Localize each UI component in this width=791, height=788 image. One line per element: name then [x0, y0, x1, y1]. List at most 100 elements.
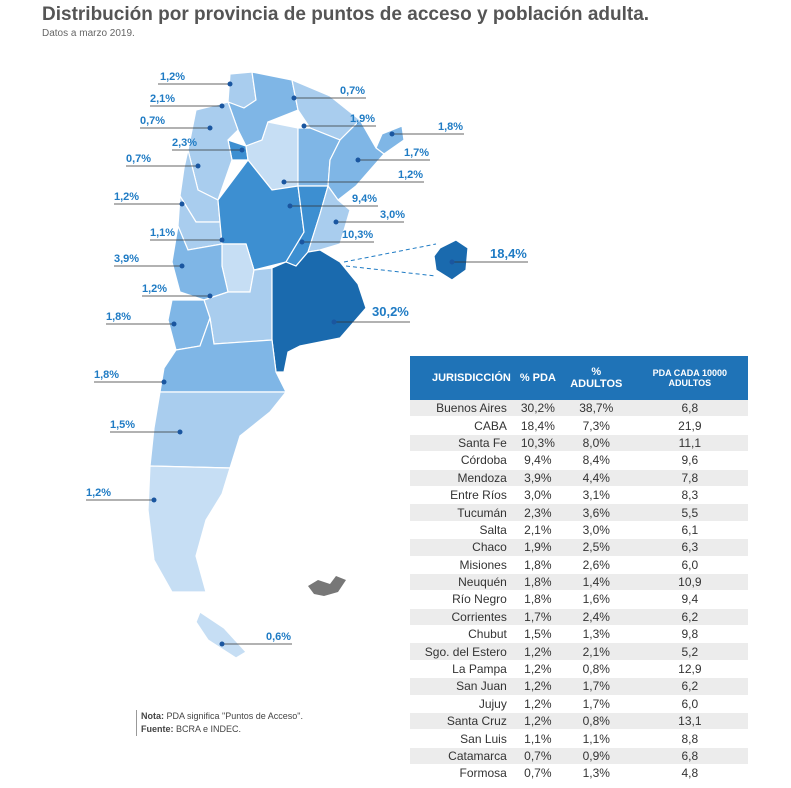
cell-pda-10000: 8,8 [631, 729, 748, 748]
label-salta: 2,1% [150, 93, 175, 105]
cell-jurisdiccion: San Luis [410, 729, 515, 748]
cell-pda-10000: 21,9 [631, 416, 748, 435]
cell-adultos: 2,4% [560, 608, 632, 627]
cell-pda-10000: 5,2 [631, 642, 748, 661]
table-row: Jujuy 1,2% 1,7% 6,0 [410, 695, 748, 714]
cell-pda: 1,7% [514, 608, 561, 627]
cell-adultos: 3,6% [560, 503, 632, 522]
table-row: La Pampa 1,2% 0,8% 12,9 [410, 660, 748, 679]
cell-jurisdiccion: Río Negro [410, 590, 515, 609]
cell-pda-10000: 6,0 [631, 556, 748, 574]
cell-pda: 1,8% [514, 590, 561, 609]
cell-adultos: 8,4% [560, 451, 632, 470]
table-row: Córdoba 9,4% 8,4% 9,6 [410, 451, 748, 470]
cell-pda-10000: 8,3 [631, 486, 748, 505]
cell-pda-10000: 9,4 [631, 590, 748, 609]
table-row: Misiones 1,8% 2,6% 6,0 [410, 556, 748, 574]
province-chubut [149, 391, 288, 469]
fuente-text: BCRA e INDEC. [173, 724, 242, 734]
cell-jurisdiccion: CABA [410, 416, 515, 435]
cell-adultos: 8,0% [560, 434, 632, 453]
province-misiones [375, 125, 405, 155]
province-rio-negro [159, 317, 287, 393]
cell-jurisdiccion: Buenos Aires [410, 400, 515, 418]
cell-pda: 10,3% [514, 434, 561, 453]
footnote: Nota: PDA significa "Puntos de Acceso". … [136, 710, 303, 736]
table-row: Sgo. del Estero 1,2% 2,1% 5,2 [410, 642, 748, 661]
cell-pda-10000: 6,8 [631, 747, 748, 766]
cell-pda-10000: 9,8 [631, 625, 748, 644]
label-caba: 18,4% [490, 246, 527, 261]
cell-pda-10000: 5,5 [631, 503, 748, 522]
cell-pda: 9,4% [514, 451, 561, 470]
nota-text: PDA significa "Puntos de Acceso". [164, 711, 303, 721]
table-row: Neuquén 1,8% 1,4% 10,9 [410, 573, 748, 592]
cell-pda: 1,2% [514, 660, 561, 679]
cell-adultos: 2,1% [560, 642, 632, 661]
label-tucuman: 2,3% [172, 137, 197, 149]
cell-adultos: 0,8% [560, 712, 632, 731]
table-row: Salta 2,1% 3,0% 6,1 [410, 521, 748, 540]
cell-adultos: 1,3% [560, 625, 632, 644]
label-san-juan: 1,2% [114, 191, 139, 203]
cell-pda-10000: 6,3 [631, 538, 748, 557]
cell-jurisdiccion: Catamarca [410, 747, 515, 766]
fuente-label: Fuente: [141, 724, 174, 734]
cell-pda: 1,5% [514, 625, 561, 644]
cell-adultos: 4,4% [560, 469, 632, 487]
cell-jurisdiccion: Formosa [410, 764, 515, 783]
col-adultos: % ADULTOS [560, 356, 632, 400]
province-tierra-del-fuego [195, 611, 247, 659]
table-row: Formosa 0,7% 1,3% 4,8 [410, 764, 748, 783]
province-buenos-aires [271, 249, 367, 373]
table-row: Chaco 1,9% 2,5% 6,3 [410, 538, 748, 557]
cell-jurisdiccion: Córdoba [410, 451, 515, 470]
table-header-row: JURISDICCIÓN % PDA % ADULTOS PDA CADA 10… [410, 356, 748, 400]
col-pda: % PDA [514, 356, 561, 400]
col-jurisdiccion: JURISDICCIÓN [410, 356, 515, 400]
cell-pda-10000: 4,8 [631, 764, 748, 783]
table-row: San Luis 1,1% 1,1% 8,8 [410, 729, 748, 748]
cell-adultos: 1,6% [560, 590, 632, 609]
cell-adultos: 1,7% [560, 695, 632, 714]
cell-adultos: 1,1% [560, 729, 632, 748]
cell-jurisdiccion: Neuquén [410, 573, 515, 592]
cell-adultos: 1,3% [560, 764, 632, 783]
label-la-pampa: 1,2% [142, 283, 167, 295]
cell-pda-10000: 6,1 [631, 521, 748, 540]
cell-pda: 30,2% [514, 400, 561, 418]
label-mendoza: 3,9% [114, 253, 139, 265]
cell-pda: 2,3% [514, 503, 561, 522]
label-entre-rios: 3,0% [380, 209, 405, 221]
cell-jurisdiccion: Mendoza [410, 469, 515, 487]
table-row: Mendoza 3,9% 4,4% 7,8 [410, 469, 748, 487]
cell-jurisdiccion: Jujuy [410, 695, 515, 714]
cell-jurisdiccion: Sgo. del Estero [410, 642, 515, 661]
cell-pda-10000: 6,0 [631, 695, 748, 714]
table-row: Buenos Aires 30,2% 38,7% 6,8 [410, 400, 748, 418]
cell-adultos: 38,7% [560, 400, 632, 418]
cell-adultos: 2,6% [560, 556, 632, 574]
col-pda-cada-10000: PDA CADA 10000 ADULTOS [631, 356, 748, 400]
cell-adultos: 1,7% [560, 677, 632, 696]
table-row: CABA 18,4% 7,3% 21,9 [410, 416, 748, 435]
label-tierra-del-fuego: 0,6% [266, 631, 291, 643]
cell-jurisdiccion: Santa Cruz [410, 712, 515, 731]
cell-adultos: 0,9% [560, 747, 632, 766]
cell-jurisdiccion: Entre Ríos [410, 486, 515, 505]
page-title: Distribución por provincia de puntos de … [42, 4, 650, 25]
cell-pda: 1,8% [514, 556, 561, 574]
table-row: San Juan 1,2% 1,7% 6,2 [410, 677, 748, 696]
province-santa-cruz [147, 465, 231, 593]
label-rio-negro: 1,8% [94, 369, 119, 381]
label-san-luis: 1,1% [150, 227, 175, 239]
cell-pda-10000: 9,6 [631, 451, 748, 470]
cell-pda: 3,9% [514, 469, 561, 487]
table-row: Tucumán 2,3% 3,6% 5,5 [410, 503, 748, 522]
cell-pda: 1,2% [514, 677, 561, 696]
cell-jurisdiccion: La Pampa [410, 660, 515, 679]
cell-pda-10000: 6,2 [631, 677, 748, 696]
cell-adultos: 0,8% [560, 660, 632, 679]
cell-jurisdiccion: Salta [410, 521, 515, 540]
